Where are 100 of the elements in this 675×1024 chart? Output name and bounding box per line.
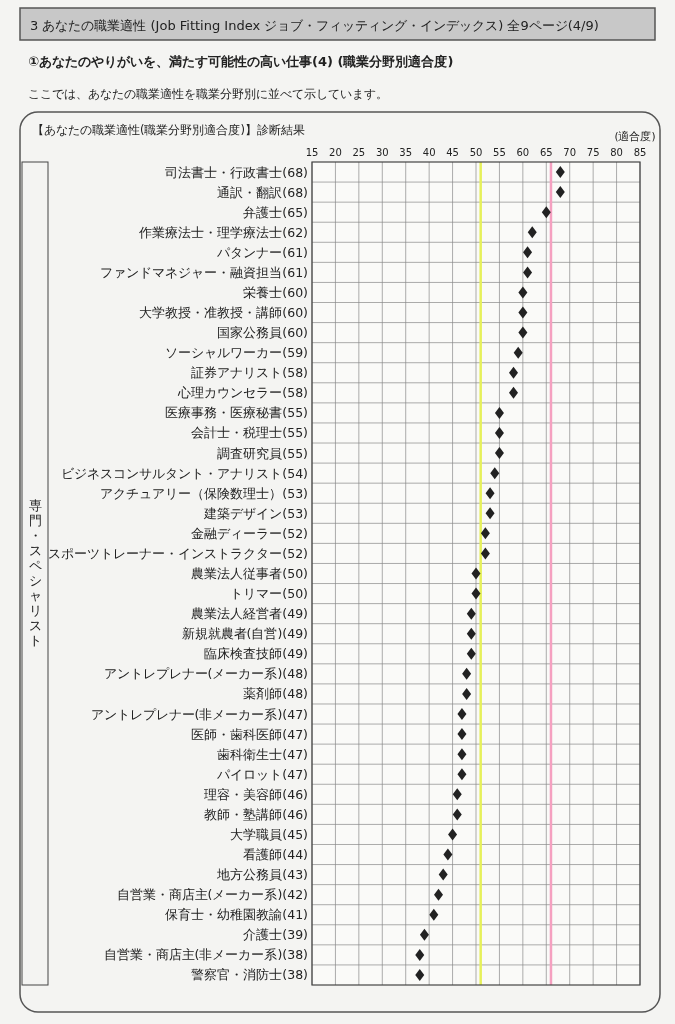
point bbox=[485, 487, 495, 500]
point bbox=[466, 607, 476, 620]
y-tick-label: 司法書士・行政書士(68) bbox=[165, 164, 308, 180]
y-tick-label: 国家公務員(60) bbox=[217, 325, 308, 341]
point bbox=[485, 507, 495, 520]
y-tick-label: 臨床検査技師(49) bbox=[204, 646, 308, 662]
y-tick-label: 歯科衛生士(47) bbox=[217, 746, 308, 762]
y-tick-label: スポーツトレーナー・インストラクター(52) bbox=[48, 545, 308, 561]
point bbox=[494, 406, 504, 419]
point bbox=[480, 527, 490, 540]
point bbox=[457, 768, 467, 781]
point bbox=[452, 808, 462, 821]
y-tick-label: 建築デザイン(53) bbox=[203, 505, 308, 521]
point bbox=[494, 426, 504, 439]
y-tick-label: 保育士・幼稚園教諭(41) bbox=[165, 907, 308, 923]
point bbox=[555, 166, 565, 179]
point bbox=[523, 246, 533, 259]
point bbox=[419, 928, 429, 941]
point bbox=[462, 667, 472, 680]
chart-subtitle: ①あなたのやりがいを、満たす可能性の高い仕事(4) (職業分野別適合度) bbox=[28, 54, 454, 69]
point bbox=[415, 968, 425, 981]
y-tick-label: ファンドマネジャー・融資担当(61) bbox=[100, 264, 308, 280]
y-tick-label: 理容・美容師(46) bbox=[204, 786, 308, 802]
y-tick-label: 看護師(44) bbox=[243, 847, 308, 863]
x-axis-title: (適合度) bbox=[614, 130, 656, 142]
x-tick-label: 75 bbox=[586, 147, 600, 158]
point bbox=[523, 266, 533, 279]
y-tick-label: パタンナー(61) bbox=[216, 244, 308, 260]
x-tick-label: 25 bbox=[352, 147, 366, 158]
x-tick-label: 50 bbox=[469, 147, 483, 158]
x-tick-label: 35 bbox=[399, 147, 413, 158]
y-tick-label: ビジネスコンサルタント・アナリスト(54) bbox=[61, 465, 308, 481]
y-tick-label: 薬剤師(48) bbox=[243, 686, 308, 702]
y-tick-label: 作業療法士・理学療法士(62) bbox=[138, 224, 308, 240]
y-tick-label: アントレプレナー(メーカー系)(48) bbox=[103, 666, 308, 682]
y-tick-label: 大学教授・准教授・講師(60) bbox=[139, 305, 308, 321]
y-tick-label: 自営業・商店主(メーカー系)(42) bbox=[116, 887, 308, 903]
point bbox=[480, 547, 490, 560]
x-tick-label: 65 bbox=[539, 147, 553, 158]
point bbox=[518, 326, 528, 339]
point bbox=[466, 647, 476, 660]
point bbox=[448, 828, 458, 841]
point bbox=[457, 708, 467, 721]
point bbox=[508, 366, 518, 379]
y-tick-label: 大学職員(45) bbox=[230, 826, 308, 842]
x-tick-label: 55 bbox=[493, 147, 506, 158]
point bbox=[429, 908, 439, 921]
point bbox=[541, 206, 551, 219]
text: 【あなたの職業適性(職業分野別適合度)】診断結果 bbox=[32, 123, 305, 137]
text: 専門・スペシャリスト bbox=[28, 498, 42, 648]
point bbox=[490, 467, 500, 480]
x-tick-label: 15 bbox=[305, 147, 319, 158]
y-tick-label: 新規就農者(自営)(49) bbox=[181, 626, 308, 642]
y-tick-label: アントレプレナー(非メーカー系)(47) bbox=[90, 706, 308, 722]
point bbox=[462, 687, 472, 700]
point bbox=[466, 627, 476, 640]
y-tick-label: 医療事務・医療秘書(55) bbox=[165, 405, 308, 421]
y-tick-label: 会計士・税理士(55) bbox=[191, 425, 308, 441]
y-tick-label: 警察官・消防士(38) bbox=[191, 967, 308, 983]
y-tick-label: トリマー(50) bbox=[230, 586, 308, 602]
y-tick-label: 調査研究員(55) bbox=[217, 445, 308, 461]
x-tick-label: 60 bbox=[516, 147, 530, 158]
y-tick-label: ソーシャルワーカー(59) bbox=[165, 345, 308, 361]
y-tick-label: 農業法人経営者(49) bbox=[191, 606, 308, 622]
x-tick-label: 85 bbox=[633, 147, 647, 158]
x-tick-label: 20 bbox=[329, 147, 342, 158]
y-tick-label: 栄養士(60) bbox=[243, 284, 308, 300]
point bbox=[555, 186, 565, 199]
x-tick-label: 30 bbox=[375, 147, 389, 158]
chart-title: 3 あなたの職業適性 (Job Fitting Index ジョブ・フィッティング・インデックス) 全9ページ(4/9) bbox=[30, 18, 599, 33]
point bbox=[471, 587, 481, 600]
x-tick-label: 40 bbox=[422, 147, 436, 158]
x-tick-label: 70 bbox=[563, 147, 577, 158]
x-tick-label: 45 bbox=[446, 147, 459, 158]
point bbox=[457, 728, 467, 741]
y-tick-label: 証券アナリスト(58) bbox=[191, 365, 308, 381]
y-tick-label: 弁護士(65) bbox=[243, 204, 308, 220]
y-tick-label: 教師・塾講師(46) bbox=[204, 806, 308, 822]
point bbox=[518, 286, 528, 299]
point bbox=[443, 848, 453, 861]
y-tick-label: 医師・歯科医師(47) bbox=[191, 726, 308, 742]
text: ここでは、あなたの職業適性を職業分野別に並べて示しています。 bbox=[28, 87, 388, 101]
point bbox=[508, 386, 518, 399]
point bbox=[513, 346, 523, 359]
point bbox=[457, 748, 467, 761]
point bbox=[471, 567, 481, 580]
y-tick-label: 通訳・翻訳(68) bbox=[217, 184, 308, 200]
point bbox=[518, 306, 528, 319]
y-tick-label: 金融ディーラー(52) bbox=[191, 525, 308, 541]
y-tick-label: 自営業・商店主(非メーカー系)(38) bbox=[103, 947, 308, 963]
y-tick-label: パイロット(47) bbox=[216, 766, 308, 782]
y-tick-label: 農業法人従事者(50) bbox=[191, 566, 308, 581]
point bbox=[415, 948, 425, 961]
point bbox=[438, 868, 448, 881]
y-tick-label: アクチュアリー（保険数理士）(53) bbox=[100, 485, 308, 501]
point bbox=[434, 888, 444, 901]
y-tick-label: 地方公務員(43) bbox=[216, 867, 308, 883]
point bbox=[494, 447, 504, 460]
y-tick-label: 心理カウンセラー(58) bbox=[177, 385, 308, 401]
point bbox=[527, 226, 537, 239]
